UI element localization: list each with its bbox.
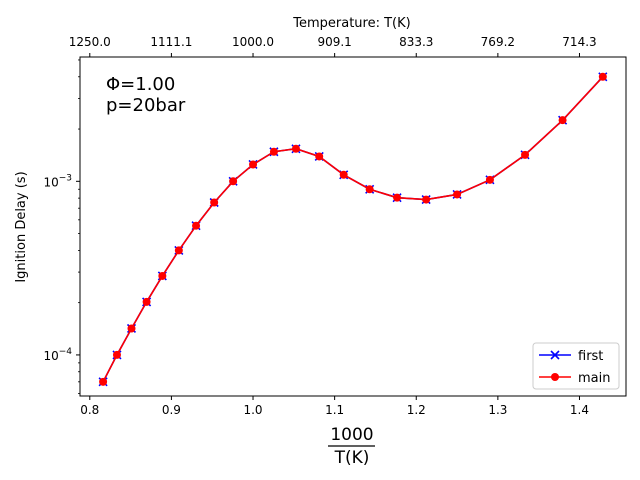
top-tick-label: 833.3 — [399, 35, 433, 49]
data-point-main — [365, 185, 374, 194]
top-tick-label: 909.1 — [317, 35, 351, 49]
x-tick-label: 0.8 — [80, 403, 99, 417]
top-axis-title: Temperature: T(K) — [292, 16, 410, 31]
annotation-pressure: p=20bar — [106, 95, 186, 116]
data-point-main — [127, 324, 136, 333]
data-point-main — [249, 160, 258, 169]
legend-first-marker — [550, 350, 560, 360]
data-point-main — [142, 297, 151, 306]
top-tick-label: 714.3 — [562, 35, 596, 49]
legend-main-marker — [551, 373, 559, 381]
data-point-main — [558, 116, 567, 125]
top-tick-label: 1000.0 — [232, 35, 274, 49]
y-axis-label: Ignition Delay (s) — [14, 171, 29, 282]
data-point-main — [192, 221, 201, 230]
legend-main-label: main — [578, 371, 610, 386]
data-point-main — [174, 246, 183, 255]
data-point-main — [229, 177, 238, 186]
annotation-phi: Φ=1.00 — [106, 74, 175, 95]
y-tick-label: 10−3 — [43, 173, 72, 189]
legend: first main — [532, 342, 620, 390]
top-tick-label: 769.2 — [481, 35, 515, 49]
data-point-main — [521, 150, 530, 159]
y-tick-label: 10−4 — [43, 347, 72, 363]
data-point-main — [158, 271, 167, 280]
data-point-main — [422, 195, 431, 204]
x-tick-label: 1.1 — [325, 403, 344, 417]
x-tick-label: 1.4 — [570, 403, 589, 417]
data-point-main — [210, 198, 219, 207]
data-point-main — [291, 144, 300, 153]
top-tick-label: 1111.1 — [150, 35, 192, 49]
x-axis-label-numerator: 1000 — [330, 425, 373, 445]
x-tick-label: 1.0 — [243, 403, 262, 417]
data-point-main — [99, 377, 108, 386]
x-tick-label: 1.3 — [488, 403, 507, 417]
legend-first-label: first — [578, 349, 603, 364]
data-point-main — [112, 350, 121, 359]
ticks-layer: 0.8 0.9 1.0 1.1 1.2 1.3 1.4 1250.0 1111.1 1000.0 9… — [43, 35, 596, 417]
data-point-main — [393, 193, 402, 202]
data-point-main — [339, 170, 348, 179]
plot-frame — [79, 56, 627, 397]
data-point-main — [315, 152, 324, 161]
data-point-main — [269, 147, 278, 156]
data-point-main — [598, 72, 607, 81]
series-line-main — [102, 76, 604, 383]
x-tick-label: 0.9 — [162, 403, 181, 417]
top-tick-label: 1250.0 — [69, 35, 111, 49]
series-layer — [98, 72, 608, 387]
data-point-main — [453, 190, 462, 199]
data-point-main — [485, 175, 494, 184]
x-axis-label-denominator: T(K) — [334, 448, 370, 468]
x-tick-label: 1.2 — [407, 403, 426, 417]
